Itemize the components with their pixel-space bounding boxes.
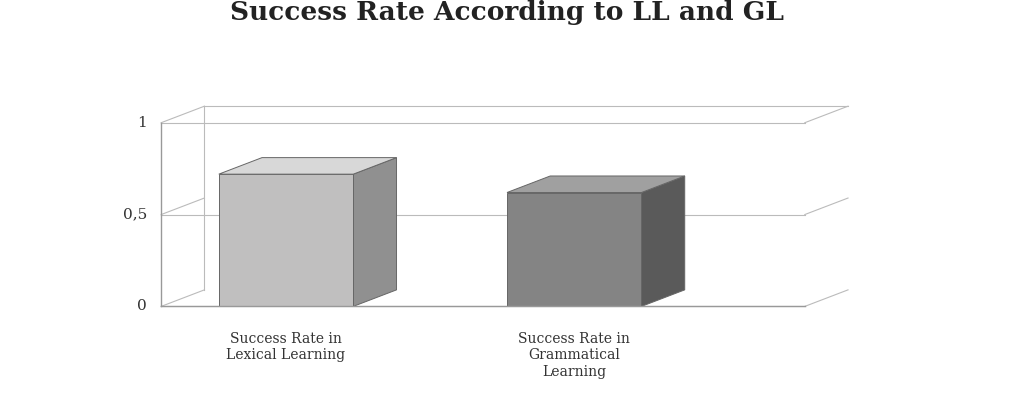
Polygon shape — [507, 192, 642, 307]
Text: 0,5: 0,5 — [123, 208, 147, 221]
Text: Success Rate in
Lexical Learning: Success Rate in Lexical Learning — [226, 332, 346, 362]
Polygon shape — [219, 174, 353, 307]
Text: 0: 0 — [137, 299, 147, 313]
Polygon shape — [507, 176, 684, 192]
Polygon shape — [353, 158, 396, 307]
Text: Success Rate According to LL and GL: Success Rate According to LL and GL — [230, 0, 784, 25]
Text: Success Rate in
Grammatical
Learning: Success Rate in Grammatical Learning — [518, 332, 630, 379]
Text: 1: 1 — [137, 116, 147, 130]
Polygon shape — [642, 176, 684, 307]
Polygon shape — [219, 158, 396, 174]
